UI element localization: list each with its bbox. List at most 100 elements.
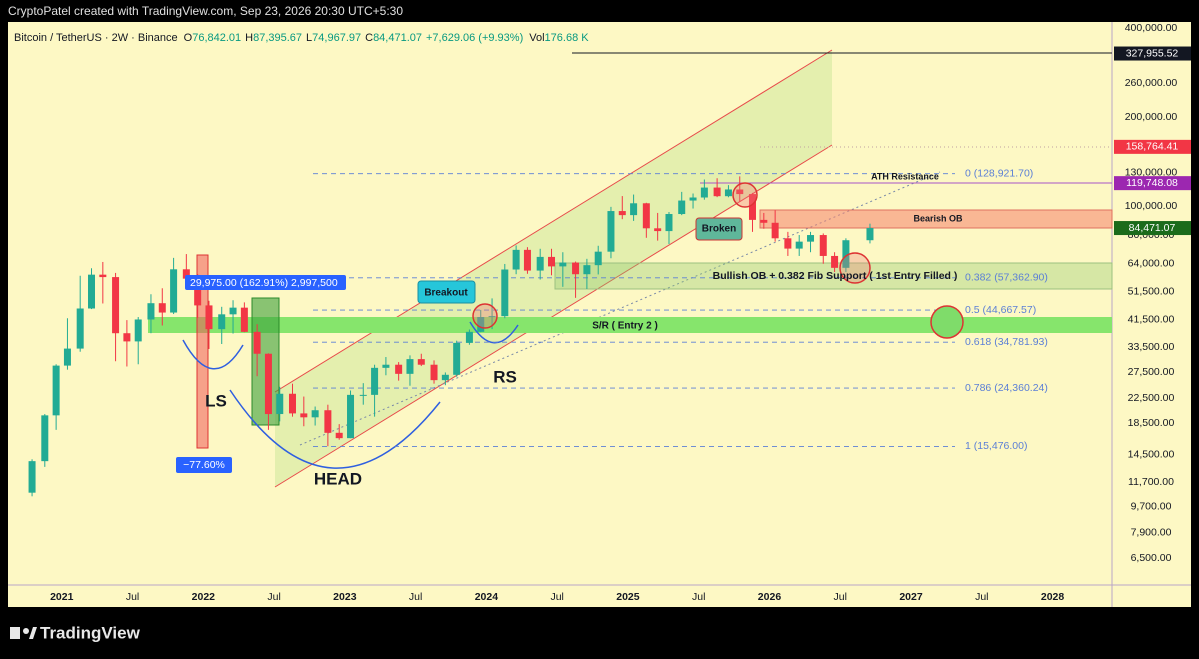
y-tick-label: 130,000.00 [1125,166,1178,178]
measure-up-tag [185,275,346,290]
y-tick-label: 9,700.00 [1131,500,1172,512]
candle-body [594,251,602,266]
candle-body [52,365,60,416]
candle-body [430,364,438,381]
x-tick-label: 2023 [333,591,357,603]
candle-body [665,214,673,232]
candle-body [689,197,697,201]
breakout-box [417,280,476,304]
candle-body [335,432,343,439]
candle-body [866,228,874,241]
candle-body [264,353,272,415]
x-tick-label: 2022 [192,591,216,603]
y-tick-label: 18,500.00 [1128,417,1175,429]
x-tick-label: Jul [550,591,563,603]
logo-mark [23,628,29,634]
candle-body [63,348,71,366]
candle-body [831,255,839,268]
symbol-title: Bitcoin / TetherUS · 2W · Binance [14,32,178,44]
logo-mark [10,627,20,639]
measure-down-label: −77.60% [183,459,225,471]
price-tag-label: 84,471.07 [1129,222,1176,234]
candle-body [748,194,756,220]
drawings [148,49,1113,488]
candle-body [453,342,461,375]
ath-label: ATH Resistance [871,171,939,181]
legend-key: L [306,32,312,44]
candle-body [548,256,556,267]
candle-body [760,219,768,223]
candle-body [253,331,261,354]
sr-label: S/R ( Entry 2 ) [592,321,658,332]
legend-key: O [184,32,193,44]
fib-label: 1 (15,476.00) [965,440,1027,452]
head-curve [229,389,441,469]
candle-body [523,249,531,271]
candle-body [736,189,744,195]
logo-mark [29,627,37,639]
price-tag [1114,221,1191,236]
candle-body [158,303,166,313]
legend-key: H [245,32,253,44]
candle-body [654,228,662,232]
candle-body [371,367,379,395]
candle-body [276,393,284,415]
candle-body [465,331,473,343]
candle-body [182,269,190,279]
overlays: Breakout Broken ATH Resistance Bearish O… [176,171,964,488]
candle-body [807,235,815,242]
price-tag [1114,176,1191,191]
candle-body [713,187,721,197]
price-tag-label: 158,764.41 [1126,141,1179,153]
candle-body [205,305,213,330]
candle-body [88,274,96,309]
candle-body [194,278,202,306]
x-tick-label: 2021 [50,591,74,603]
candle-body [630,203,638,216]
y-tick-label: 100,000.00 [1125,200,1178,212]
candle-body [842,240,850,268]
candle-body [288,393,296,414]
candle-body [559,262,567,267]
y-tick-label: 51,500.00 [1128,285,1175,297]
broken-label: Broken [702,224,736,235]
candle-body [501,269,509,317]
breakout-label: Breakout [424,288,468,299]
bullish-ob-label: Bullish OB + 0.382 Fib Support ( 1st Ent… [713,270,958,282]
candle-body [300,413,308,418]
fib-label: 0.382 (57,362.90) [965,272,1048,284]
y-tick-label: 64,000.00 [1128,258,1175,270]
legend: Bitcoin / TetherUS · 2W · Binance O76,842… [14,32,589,44]
fib-label: 0.5 (44,667.57) [965,304,1036,316]
x-tick-label: 2024 [475,591,499,603]
price-tag-label: 119,748.08 [1126,177,1178,189]
x-tick-label: 2028 [1041,591,1065,603]
fib-label: 0 (128,921.70) [965,167,1033,179]
candle-body [99,274,107,278]
candle-body [395,364,403,374]
entry2-circle [930,305,964,339]
y-tick-label: 27,500.00 [1128,366,1175,378]
candle-body [700,187,708,198]
plot [28,176,874,497]
sr-zone [148,317,1112,333]
legend-key: C [365,32,373,44]
candle-body [572,262,580,275]
candle-body [512,249,520,270]
candle-body [441,374,449,381]
candle-body [406,359,414,374]
fib-label: 0.786 (24,360.24) [965,382,1048,394]
y-tick-label: 400,000.00 [1125,22,1178,34]
bearish-ob-label: Bearish OB [913,213,963,223]
candle-body [488,316,496,318]
x-tick-label: Jul [409,591,422,603]
legend-value: 76,842.01 [192,32,241,44]
candle-body [324,410,332,433]
candle-body [724,189,732,197]
candle-body [583,265,591,275]
head-label: HEAD [314,469,362,488]
legend-change: +7,629.06 (+9.93%) [426,32,523,44]
y-tick-label: 41,500.00 [1128,313,1175,325]
candle-body [642,203,650,229]
